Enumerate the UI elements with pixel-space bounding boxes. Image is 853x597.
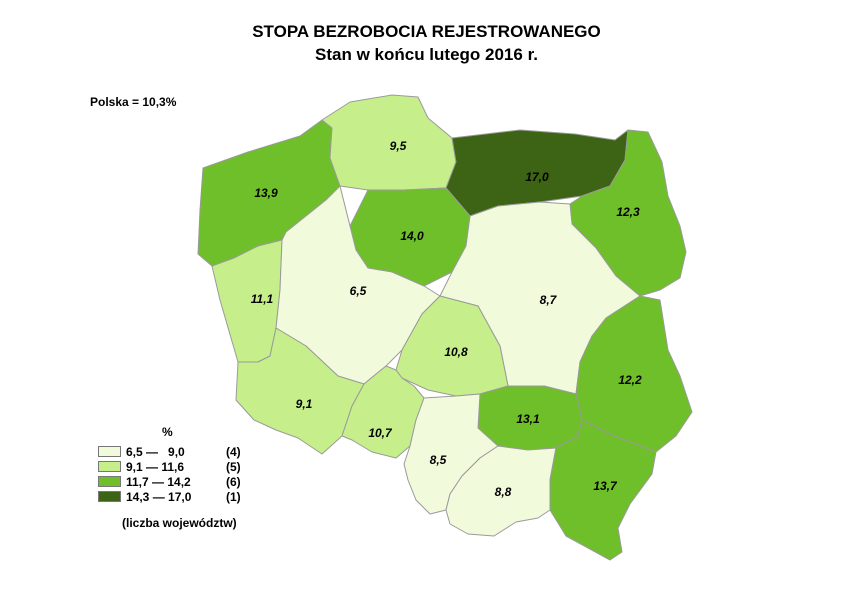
legend-swatch-2	[98, 461, 121, 472]
region-lodzkie	[395, 295, 509, 397]
legend-swatch-1	[98, 446, 121, 457]
legend-item-1: 6,5 — 9,0 (4)	[98, 445, 298, 459]
legend-swatch-4	[98, 491, 121, 502]
legend-range-1: 6,5 — 9,0	[126, 445, 185, 459]
map-subtitle: Stan w końcu lutego 2016 r.	[315, 45, 538, 64]
region-value-lubelskie: 12,2	[618, 373, 642, 387]
region-value-podlaskie: 12,3	[616, 205, 640, 219]
legend-count-3: (6)	[226, 475, 241, 489]
legend-item-2: 9,1 — 11,6 (5)	[98, 460, 298, 474]
region-value-kujawsko-pomorskie: 14,0	[400, 229, 424, 243]
region-value-opolskie: 10,7	[368, 426, 393, 440]
legend-unit: %	[162, 425, 173, 439]
region-value-podkarpackie: 13,7	[593, 479, 618, 493]
region-value-slaskie: 8,5	[430, 453, 447, 467]
legend-item-3: 11,7 — 14,2 (6)	[98, 475, 298, 489]
region-value-mazowieckie: 8,7	[540, 293, 558, 307]
legend-range-4: 14,3 — 17,0	[126, 490, 192, 504]
region-value-lodzkie: 10,8	[444, 345, 468, 359]
region-value-wielkopolskie: 6,5	[350, 284, 367, 298]
region-value-lubuskie: 11,1	[251, 292, 274, 306]
legend-item-4: 14,3 — 17,0 (1)	[98, 490, 298, 504]
map-title: STOPA BEZROBOCIA REJESTROWANEGO	[252, 22, 601, 41]
legend-count-4: (1)	[226, 490, 241, 504]
legend-count-2: (5)	[226, 460, 241, 474]
region-value-malopolskie: 8,8	[495, 485, 512, 499]
legend-swatch-3	[98, 476, 121, 487]
region-value-warminsko-mazurskie: 17,0	[525, 170, 549, 184]
legend-range-2: 9,1 — 11,6	[126, 460, 185, 474]
legend-note: (liczba województw)	[122, 516, 237, 530]
region-value-pomorskie: 9,5	[390, 139, 407, 153]
legend-count-1: (4)	[226, 445, 241, 459]
region-podkarpackie	[549, 419, 657, 561]
region-value-dolnoslaskie: 9,1	[296, 397, 313, 411]
region-value-swietokrzyskie: 13,1	[516, 412, 540, 426]
national-rate: Polska = 10,3%	[90, 95, 177, 109]
region-value-zachodniopomorskie: 13,9	[254, 186, 278, 200]
legend-range-3: 11,7 — 14,2	[126, 475, 191, 489]
